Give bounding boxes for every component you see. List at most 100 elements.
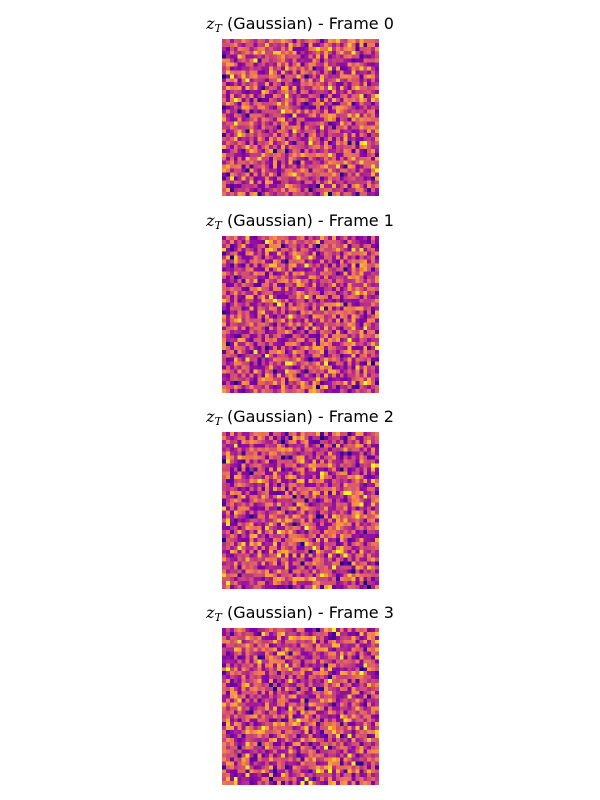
- heatmap-cell: [237, 290, 242, 295]
- heatmap-cell: [241, 369, 246, 374]
- heatmap-cell: [280, 50, 285, 55]
- heatmap-cell: [363, 283, 368, 288]
- heatmap-cell: [335, 349, 340, 354]
- heatmap-cell: [237, 160, 242, 165]
- heatmap-cell: [300, 361, 305, 366]
- heatmap-cell: [304, 129, 309, 134]
- heatmap-cell: [367, 318, 372, 323]
- heatmap-cell: [265, 322, 270, 327]
- heatmap-cell: [351, 490, 356, 495]
- heatmap-cell: [367, 180, 372, 185]
- heatmap-cell: [327, 54, 332, 59]
- heatmap-cell: [284, 243, 289, 248]
- heatmap-cell: [339, 54, 344, 59]
- heatmap-cell: [324, 361, 329, 366]
- heatmap-cell: [316, 164, 321, 169]
- heatmap-cell: [292, 314, 297, 319]
- heatmap-cell: [284, 365, 289, 370]
- heatmap-cell: [347, 553, 352, 558]
- heatmap-cell: [324, 443, 329, 448]
- heatmap-cell: [222, 160, 227, 165]
- heatmap-cell: [327, 553, 332, 558]
- heatmap-cell: [296, 353, 301, 358]
- heatmap-cell: [222, 117, 227, 122]
- heatmap-cell: [351, 298, 356, 303]
- heatmap-cell: [331, 385, 336, 390]
- heatmap-cell: [245, 318, 250, 323]
- heatmap-cell: [347, 318, 352, 323]
- heatmap-cell: [229, 156, 234, 161]
- heatmap-cell: [261, 565, 266, 570]
- heatmap-cell: [284, 62, 289, 67]
- heatmap-cell: [249, 486, 254, 491]
- heatmap-cell: [331, 553, 336, 558]
- heatmap-cell: [327, 168, 332, 173]
- heatmap-cell: [269, 357, 274, 362]
- heatmap-cell: [312, 514, 317, 519]
- heatmap-cell: [300, 168, 305, 173]
- heatmap-cell: [371, 639, 376, 644]
- heatmap-cell: [276, 537, 281, 542]
- heatmap-cell: [225, 526, 230, 531]
- heatmap-cell: [284, 141, 289, 146]
- heatmap-cell: [233, 78, 238, 83]
- heatmap-cell: [276, 439, 281, 444]
- heatmap-cell: [320, 70, 325, 75]
- heatmap-cell: [265, 463, 270, 468]
- heatmap-cell: [331, 39, 336, 44]
- heatmap-cell: [343, 109, 348, 114]
- heatmap-cell: [327, 117, 332, 122]
- heatmap-cell: [249, 141, 254, 146]
- heatmap-cell: [257, 318, 262, 323]
- heatmap-cell: [335, 459, 340, 464]
- heatmap-cell: [343, 66, 348, 71]
- heatmap-cell: [339, 239, 344, 244]
- heatmap-cell: [316, 479, 321, 484]
- heatmap-cell: [339, 129, 344, 134]
- heatmap-cell: [292, 42, 297, 47]
- heatmap-cell: [343, 357, 348, 362]
- heatmap-cell: [233, 39, 238, 44]
- heatmap-cell: [284, 113, 289, 118]
- heatmap-cell: [229, 369, 234, 374]
- heatmap-cell: [375, 271, 379, 276]
- heatmap-cell: [261, 283, 266, 288]
- heatmap-cell: [320, 137, 325, 142]
- heatmap-cell: [359, 483, 364, 488]
- heatmap-cell: [222, 290, 227, 295]
- heatmap-cell: [339, 459, 344, 464]
- heatmap-cell: [276, 475, 281, 480]
- heatmap-cell: [276, 298, 281, 303]
- heatmap-cell: [245, 557, 250, 562]
- heatmap-cell: [347, 455, 352, 460]
- heatmap-cell: [304, 432, 309, 437]
- heatmap-cell: [222, 70, 227, 75]
- heatmap-cell: [245, 168, 250, 173]
- heatmap-cell: [284, 565, 289, 570]
- heatmap-cell: [351, 113, 356, 118]
- heatmap-cell: [225, 283, 230, 288]
- heatmap-cell: [331, 561, 336, 566]
- heatmap-cell: [241, 631, 246, 636]
- heatmap-cell: [225, 310, 230, 315]
- heatmap-cell: [375, 46, 379, 51]
- heatmap-cell: [233, 534, 238, 539]
- heatmap-cell: [312, 459, 317, 464]
- heatmap-cell: [355, 498, 360, 503]
- heatmap-cell: [237, 439, 242, 444]
- heatmap-cell: [367, 326, 372, 331]
- heatmap-cell: [320, 498, 325, 503]
- heatmap-cell: [339, 283, 344, 288]
- heatmap-cell: [261, 58, 266, 63]
- heatmap-cell: [241, 486, 246, 491]
- heatmap-cell: [375, 357, 379, 362]
- heatmap-cell: [249, 447, 254, 452]
- heatmap-cell: [222, 322, 227, 327]
- heatmap-cell: [261, 581, 266, 586]
- heatmap-cell: [257, 148, 262, 153]
- heatmap-cell: [229, 188, 234, 193]
- heatmap-cell: [359, 236, 364, 241]
- heatmap-cell: [316, 455, 321, 460]
- heatmap-cell: [296, 66, 301, 71]
- heatmap-cell: [355, 526, 360, 531]
